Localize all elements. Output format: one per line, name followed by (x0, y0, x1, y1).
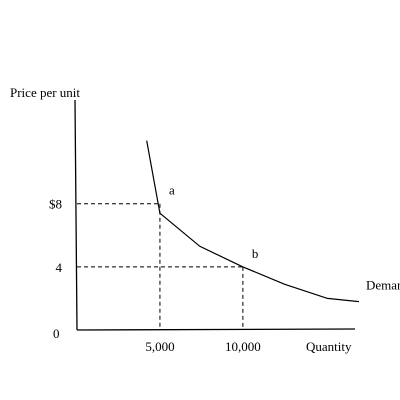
demand-curve (146, 140, 360, 303)
x-tick-label: 5,000 (145, 339, 174, 354)
x-axis-label: Quantity (306, 339, 352, 354)
x-axis (76, 328, 356, 331)
origin-label: 0 (53, 326, 60, 341)
y-axis-label: Price per unit (10, 85, 80, 100)
y-axis (74, 99, 78, 331)
point-labels: ab (169, 183, 258, 261)
series-label: Demand (366, 278, 400, 293)
guide-lines (77, 203, 244, 330)
point-label-b: b (252, 246, 259, 261)
y-tick-label: 4 (56, 260, 63, 275)
y-tick-label: $8 (49, 197, 62, 212)
series-group: Demand (146, 140, 400, 303)
point-label-a: a (169, 183, 175, 198)
tick-labels: $8 4 5,000 10,000 (49, 197, 261, 354)
x-tick-label: 10,000 (225, 339, 261, 354)
